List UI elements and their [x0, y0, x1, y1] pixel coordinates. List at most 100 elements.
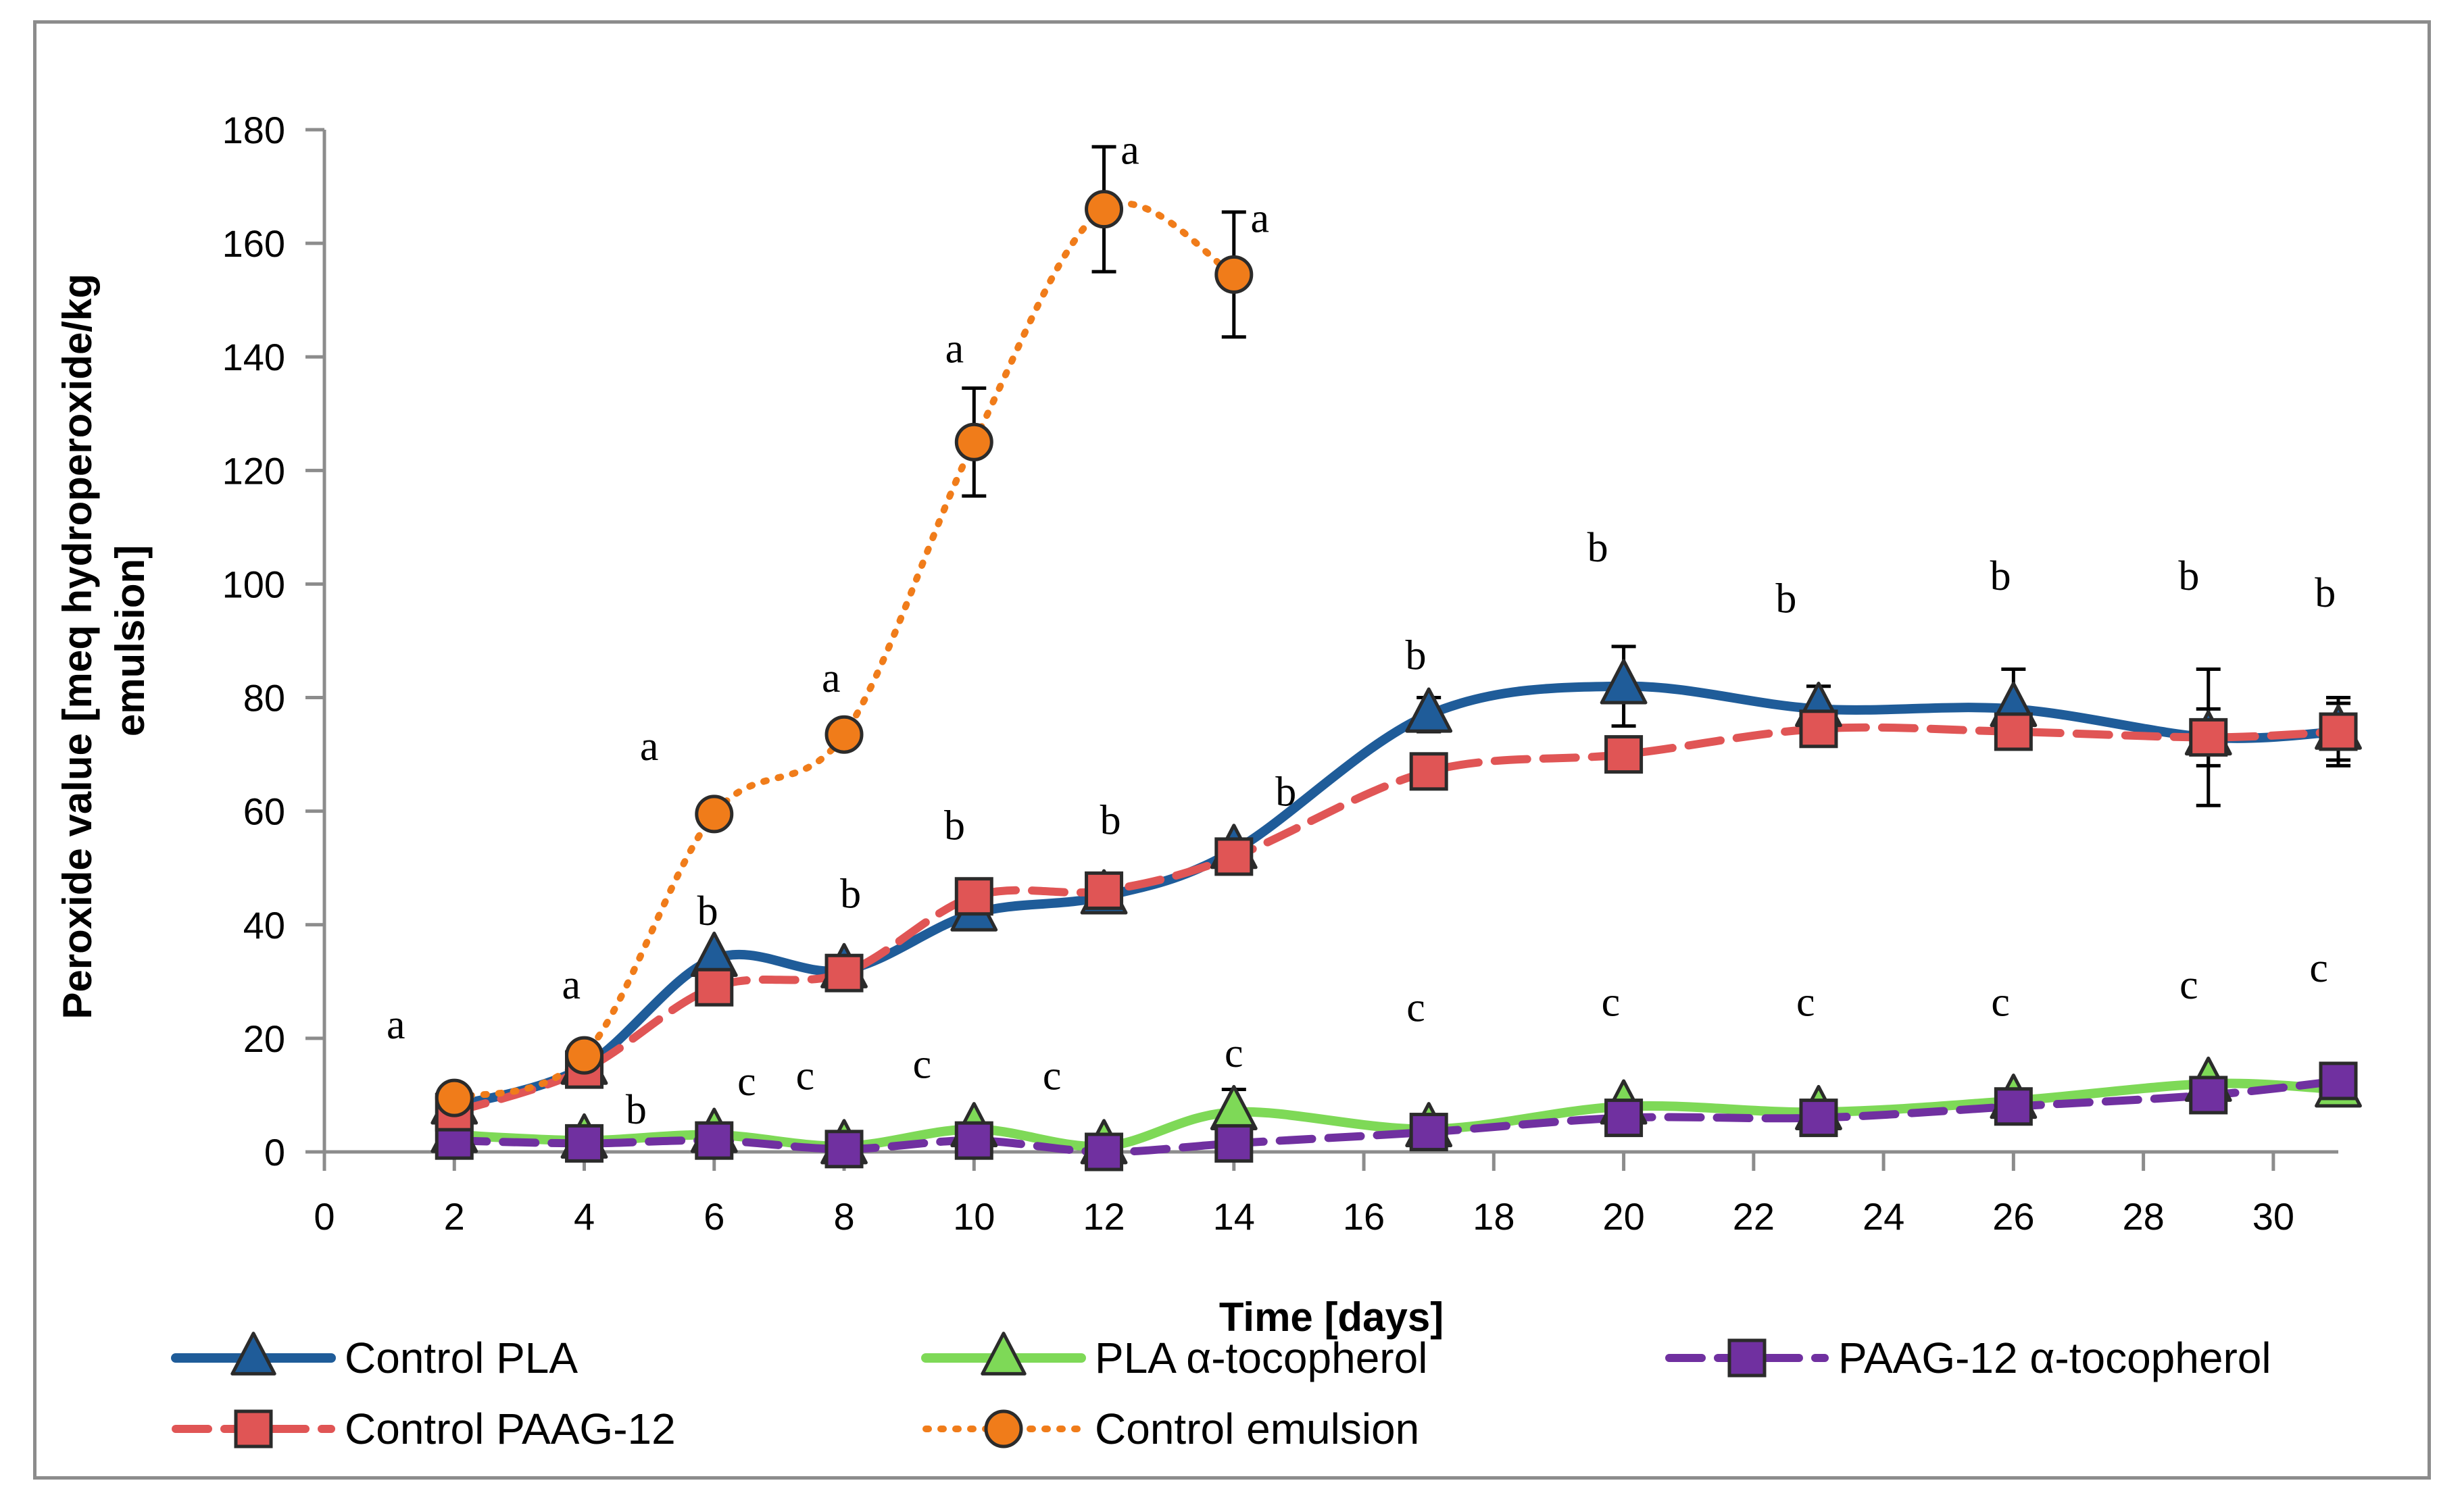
data-point-control-pla: [1600, 659, 1648, 705]
x-tick-label: 30: [2252, 1195, 2294, 1238]
x-tick-label: 20: [1602, 1195, 1644, 1238]
significance-letter: a: [822, 655, 841, 701]
data-point-control-paag-12: [1409, 752, 1448, 791]
significance-letter: a: [945, 326, 964, 372]
series-lines: [449, 200, 2343, 1157]
significance-letter: b: [1990, 553, 2011, 599]
data-point-control-emulsion: [1214, 255, 1254, 294]
y-tick-label: 40: [243, 904, 285, 947]
data-point-control-emulsion: [824, 715, 864, 754]
data-point-paag-12-alpha-tocopherol: [695, 1121, 734, 1160]
significance-letter: b: [1100, 797, 1121, 843]
significance-letter: c: [2309, 945, 2328, 991]
x-tick-label: 16: [1343, 1195, 1385, 1238]
y-tick-label: 80: [243, 677, 285, 720]
y-axis-title: Peroxide value [meq hydroperoxide/kg emu…: [55, 262, 153, 1019]
legend-item-control-paag-12: Control PAAG-12: [172, 1405, 676, 1453]
significance-letter: c: [1991, 979, 2010, 1025]
significance-letter: c: [1225, 1030, 1243, 1076]
x-tick-label: 14: [1213, 1195, 1255, 1238]
data-point-paag-12-alpha-tocopherol: [954, 1121, 993, 1160]
significance-letter: b: [1275, 769, 1296, 815]
y-tick-label: 60: [243, 790, 285, 833]
significance-letter: c: [1796, 979, 1815, 1025]
significance-letter: c: [1406, 985, 1425, 1031]
y-tick-label: 20: [243, 1017, 285, 1060]
data-point-paag-12-alpha-tocopherol: [2189, 1076, 2228, 1115]
significance-letter: a: [1120, 127, 1139, 173]
significance-letter: c: [913, 1042, 932, 1088]
significance-letter: c: [2179, 962, 2198, 1008]
error-bars: [962, 145, 2350, 1137]
x-tick-label: 2: [444, 1195, 465, 1238]
significance-letter: c: [1043, 1053, 1062, 1099]
legend-item-control-emulsion: Control emulsion: [922, 1405, 1419, 1453]
x-tick-label: 24: [1863, 1195, 1904, 1238]
legend-label: PAAG-12 α-tocopherol: [1838, 1334, 2271, 1382]
x-tick-label: 22: [1733, 1195, 1775, 1238]
significance-letter: b: [944, 803, 965, 849]
x-tick-label: 6: [704, 1195, 724, 1238]
data-point-control-emulsion: [954, 422, 993, 461]
significance-letter: c: [796, 1053, 815, 1099]
x-tick-label: 12: [1083, 1195, 1125, 1238]
legend-swatch-marker: [1727, 1338, 1767, 1378]
significance-letter: b: [697, 888, 718, 934]
x-tick-label: 18: [1473, 1195, 1514, 1238]
y-tick-label: 0: [264, 1131, 285, 1174]
y-tick-label: 180: [222, 109, 285, 151]
legend-swatch-marker: [984, 1409, 1023, 1448]
data-point-paag-12-alpha-tocopherol: [2319, 1061, 2358, 1101]
significance-letter: b: [1405, 633, 1426, 679]
y-axis-title-line-2: emulsion]: [107, 545, 153, 736]
axes: [322, 130, 2338, 1154]
markers: [430, 190, 2362, 1171]
significance-letter: b: [626, 1087, 647, 1133]
data-point-control-paag-12: [695, 967, 734, 1007]
x-tick-label: 26: [1992, 1195, 2034, 1238]
data-point-control-paag-12: [824, 953, 864, 992]
data-point-control-emulsion: [695, 795, 734, 834]
significance-letter: c: [737, 1059, 756, 1105]
significance-letter: b: [1775, 576, 1796, 622]
legend-item-control-pla: Control PLA: [171, 1332, 578, 1382]
legend-label: Control PLA: [345, 1334, 578, 1382]
x-tick-label: 4: [574, 1195, 595, 1238]
data-point-control-paag-12: [954, 877, 993, 916]
y-axis-title-line-1: Peroxide value [meq hydroperoxide/kg: [55, 274, 100, 1019]
y-tick-label: 120: [222, 449, 285, 492]
series-line-control-emulsion: [451, 200, 1237, 1102]
data-point-control-emulsion: [435, 1078, 474, 1117]
legend-swatch-marker: [230, 1332, 276, 1376]
legend-item-pla-alpha-tocopherol: PLA α-tocopherol: [921, 1332, 1427, 1382]
data-point-control-paag-12: [2319, 712, 2358, 751]
data-point-control-paag-12: [1085, 871, 1124, 910]
data-point-control-paag-12: [2189, 717, 2228, 757]
significance-letter: b: [2178, 553, 2199, 599]
legend-label: Control PAAG-12: [345, 1405, 676, 1453]
data-point-paag-12-alpha-tocopherol: [1799, 1099, 1838, 1138]
y-tick-label: 100: [222, 563, 285, 605]
legend-swatch-marker: [981, 1332, 1027, 1376]
data-point-control-emulsion: [565, 1036, 604, 1075]
data-point-paag-12-alpha-tocopherol: [1085, 1132, 1124, 1171]
y-tick-label: 140: [222, 336, 285, 378]
x-ticks: 0 2 4 6 8 10 12 14 16 18 20 22 24 26 28 30: [314, 1152, 2294, 1238]
data-point-paag-12-alpha-tocopherol: [1409, 1113, 1448, 1152]
legend-label: Control emulsion: [1095, 1405, 1419, 1453]
x-tick-label: 10: [953, 1195, 995, 1238]
data-point-control-paag-12: [1604, 735, 1644, 774]
data-point-paag-12-alpha-tocopherol: [824, 1130, 864, 1169]
x-tick-label: 28: [2122, 1195, 2164, 1238]
significance-letter: b: [840, 872, 861, 917]
significance-letter: a: [640, 724, 659, 770]
y-tick-label: 160: [222, 222, 285, 265]
data-point-control-paag-12: [1799, 709, 1838, 749]
significance-letter: c: [1602, 979, 1621, 1025]
significance-letter: a: [562, 962, 581, 1008]
data-point-control-paag-12: [1994, 712, 2033, 751]
data-point-control-paag-12: [1214, 837, 1254, 876]
significance-letter: b: [1587, 525, 1608, 571]
